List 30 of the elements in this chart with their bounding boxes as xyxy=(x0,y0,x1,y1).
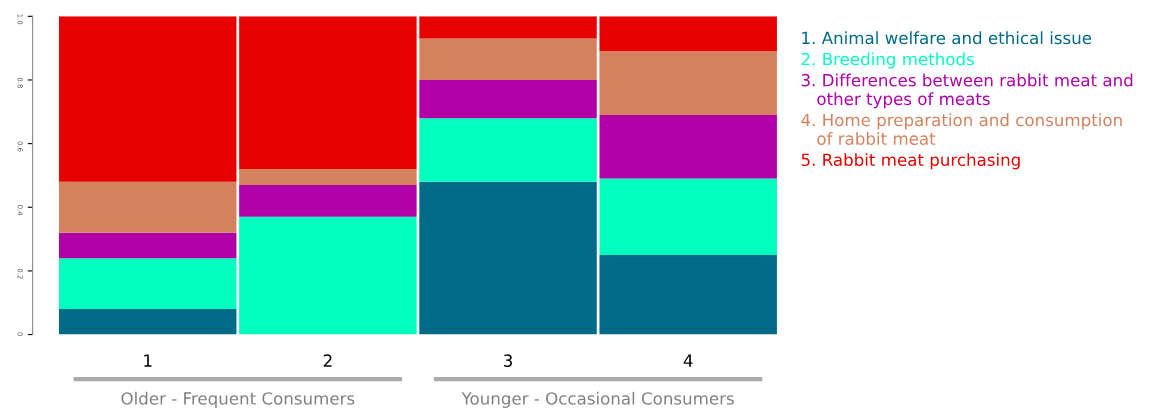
bar xyxy=(239,184,417,217)
series-label: 4. Home preparation and consumption of rabbit meat xyxy=(801,113,1122,145)
text: Younger - Occasional Consumers xyxy=(461,391,734,408)
bar xyxy=(239,169,417,185)
text: 2. Breeding methods xyxy=(801,52,974,69)
bar xyxy=(239,216,417,335)
bar xyxy=(419,79,597,119)
text: Older - Frequent Consumers xyxy=(121,391,355,408)
x-tick-label: 4 xyxy=(683,354,693,367)
bar xyxy=(59,309,237,335)
text: 1. Animal welfare and ethical issue xyxy=(802,31,1092,45)
bar xyxy=(419,118,597,182)
bar xyxy=(419,16,597,39)
bar xyxy=(599,51,777,115)
bar xyxy=(419,181,597,335)
text: 5. Rabbit meat purchasing xyxy=(801,153,1020,170)
bar xyxy=(59,181,237,233)
bar xyxy=(599,178,777,255)
x-tick-label: 3 xyxy=(504,354,513,367)
bar xyxy=(419,38,597,80)
series-label: 3. Differences between rabbit meat and other types of meats xyxy=(801,73,1133,109)
bar xyxy=(59,258,237,310)
bar xyxy=(599,16,777,52)
x-tick-label: 1 xyxy=(144,354,152,367)
bar xyxy=(599,114,777,179)
bar xyxy=(239,16,417,170)
bar xyxy=(59,232,237,259)
bar xyxy=(599,255,777,335)
x-tick-label: 2 xyxy=(323,354,332,367)
bar xyxy=(59,16,237,182)
